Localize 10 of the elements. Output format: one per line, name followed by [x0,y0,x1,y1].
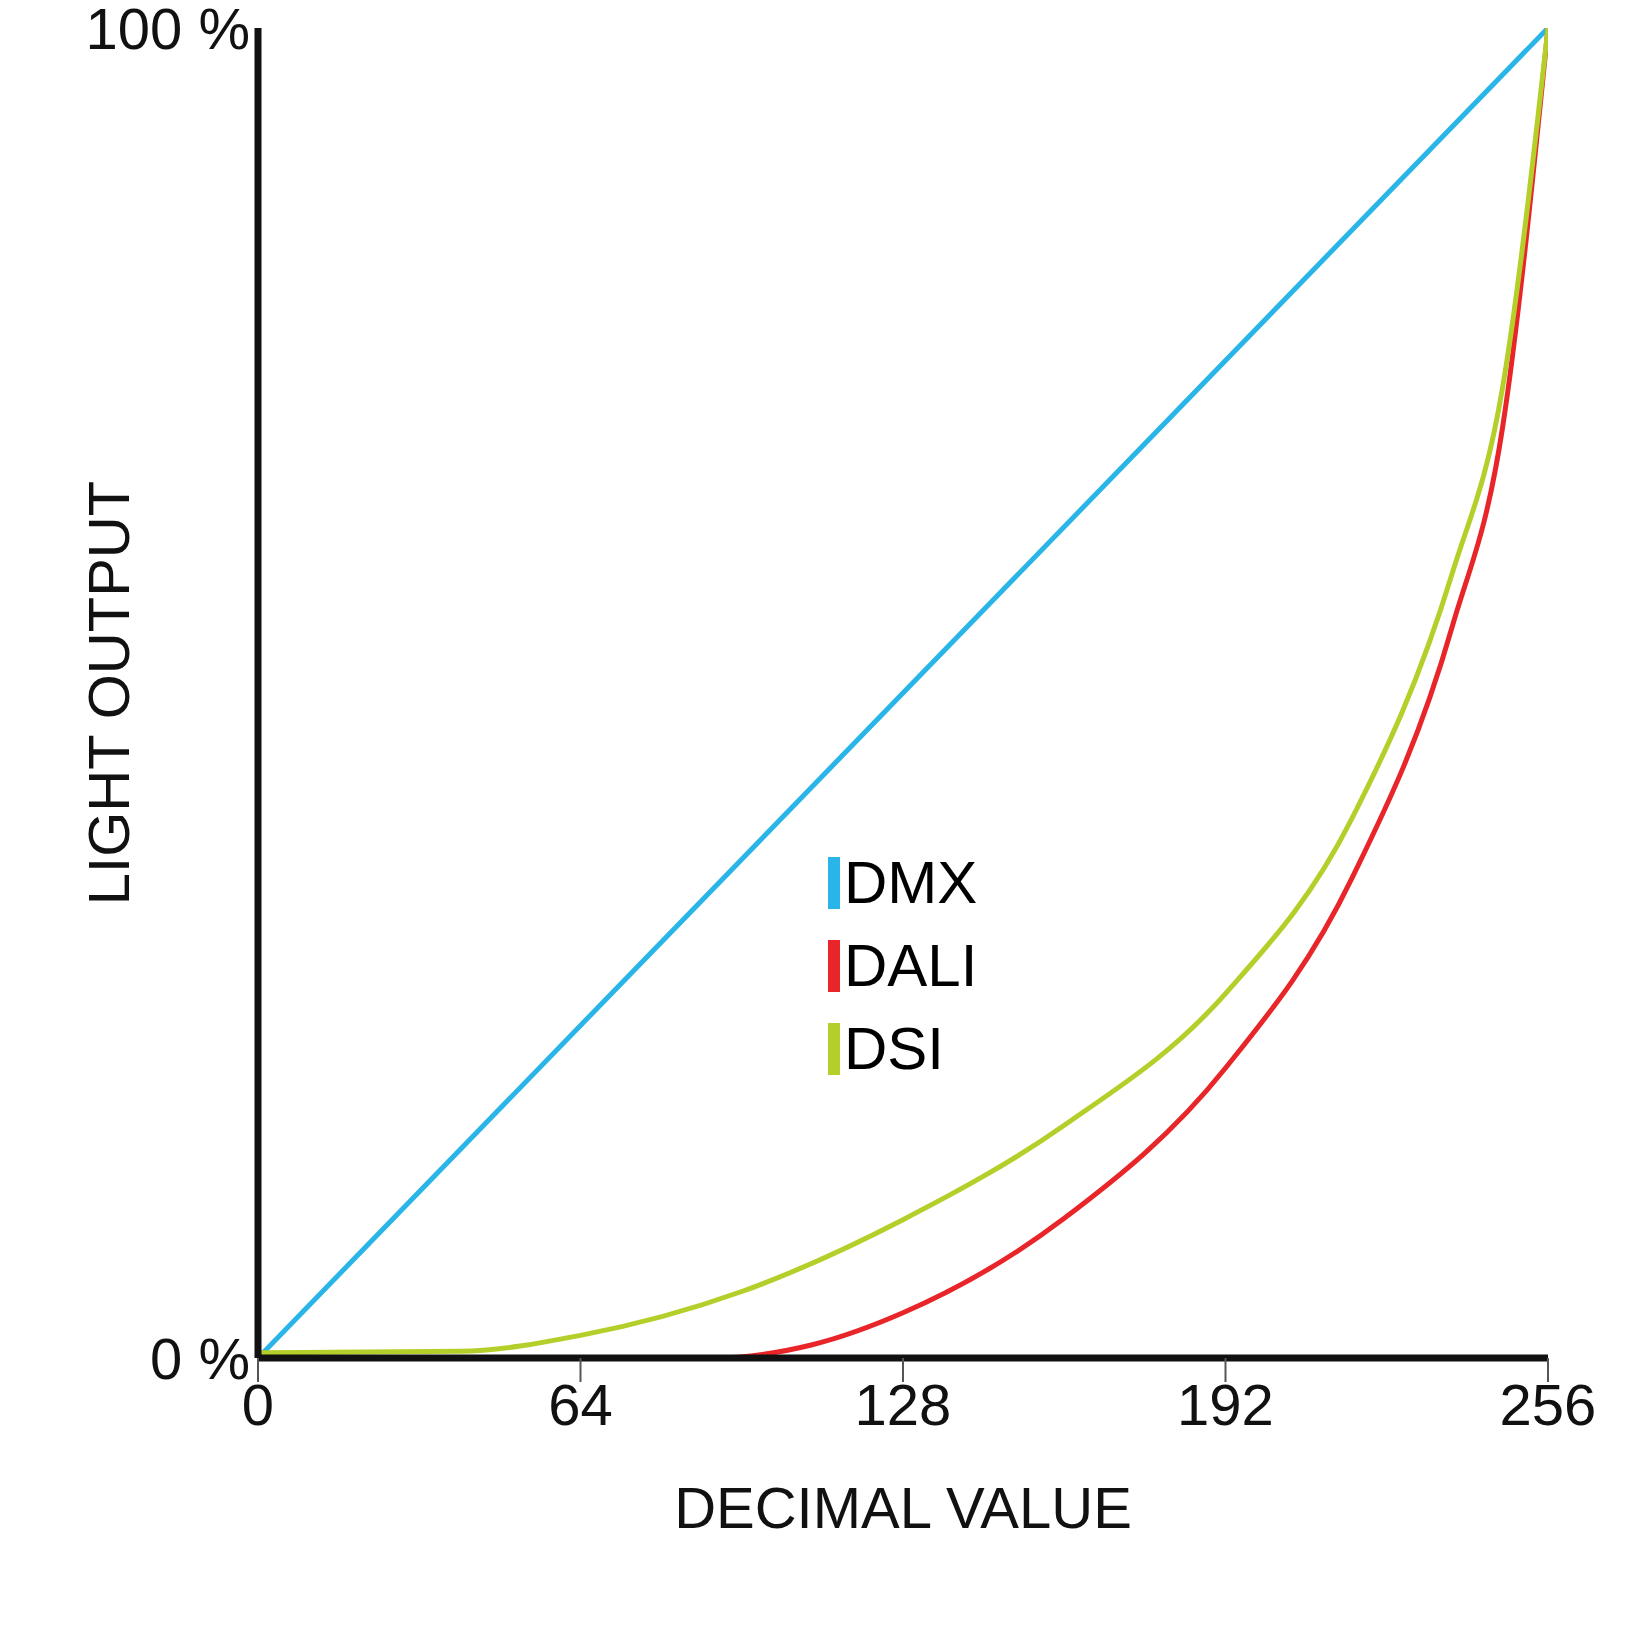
y-axis-title: LIGHT OUTPUT [75,480,141,906]
y-tick-label: 100 % [85,0,250,61]
x-tick-label: 192 [1177,1372,1274,1438]
x-tick-label: 128 [854,1372,952,1438]
legend-label: DMX [844,848,978,917]
legend-label: DALI [844,931,978,1000]
x-axis-title: DECIMAL VALUE [674,1475,1132,1540]
legend-label: DSI [844,1014,945,1083]
x-tick-label: 256 [1499,1372,1597,1438]
x-tick-label: 64 [548,1372,613,1438]
